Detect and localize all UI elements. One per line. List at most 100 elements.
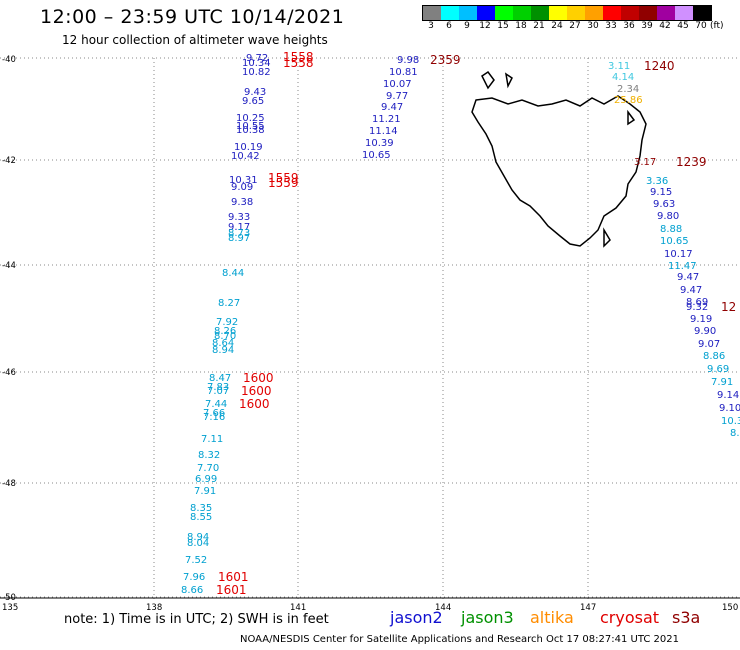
swh-label: 10.31 <box>229 175 258 186</box>
swh-label: 7.96 <box>183 572 205 583</box>
swh-label: 7.70 <box>197 463 219 474</box>
swh-label: 7.11 <box>201 434 223 445</box>
time-label: 1600 <box>239 397 270 411</box>
swh-label: 8.97 <box>228 233 250 244</box>
swh-label: 8.35 <box>190 503 212 514</box>
time-label: 1559 <box>268 171 299 185</box>
legend-swatch <box>675 6 693 20</box>
swh-label: 7.92 <box>216 317 238 328</box>
lat-label: -42 <box>2 156 16 166</box>
swh-label: 7.52 <box>185 555 207 566</box>
legend-label: 21 <box>533 21 545 31</box>
swh-label: 8.64 <box>212 338 234 349</box>
swh-label: 7.91 <box>194 486 216 497</box>
swh-label: 7.16 <box>203 412 225 423</box>
swh-label: 10.38 <box>236 125 265 136</box>
legend-label: 3 <box>428 21 434 31</box>
time-label: 1558 <box>283 56 314 70</box>
swh-label: 8.69 <box>686 297 708 308</box>
swh-label: 9.38 <box>231 197 253 208</box>
map-title: 12:00 – 23:59 UTC 10/14/2021 <box>40 6 345 28</box>
legend-swatch <box>495 6 513 20</box>
swh-label: 8.70 <box>214 331 236 342</box>
swh-label: 3.11 <box>608 61 630 72</box>
swh-label: 8.94 <box>212 345 234 356</box>
swh-label: 8.94 <box>187 532 209 543</box>
swh-label: 8.73 <box>228 228 250 239</box>
legend-swatch <box>477 6 495 20</box>
swh-label: 10.17 <box>664 249 693 260</box>
lon-label: 135 <box>2 603 18 613</box>
swh-label: 9.47 <box>381 102 403 113</box>
swh-label: 9.72 <box>246 53 268 64</box>
legend-label: 6 <box>446 21 452 31</box>
sat-jason2: jason2 <box>390 608 443 627</box>
swh-label: 9.10 <box>719 403 740 414</box>
legend-label: 18 <box>515 21 527 31</box>
swh-label: 9.17 <box>228 222 250 233</box>
swh-label: 8.26 <box>214 326 236 337</box>
swh-label: 10.55 <box>236 121 265 132</box>
legend-label: 36 <box>623 21 635 31</box>
sat-jason3: jason3 <box>461 608 514 627</box>
legend-swatch <box>441 6 459 20</box>
legend-unit: (ft) <box>710 21 724 31</box>
map-subtitle: 12 hour collection of altimeter wave hei… <box>62 33 328 47</box>
time-label: 1600 <box>241 384 272 398</box>
lat-label: -50 <box>2 593 16 603</box>
time-label: 12 <box>721 300 736 314</box>
swh-label: 8.88 <box>660 224 682 235</box>
legend-label: 24 <box>551 21 563 31</box>
swh-label: 9.09 <box>231 182 253 193</box>
swh-label: 9.15 <box>650 187 672 198</box>
legend-swatch <box>585 6 603 20</box>
swh-label: 25.86 <box>614 95 643 106</box>
legend-label: 33 <box>605 21 617 31</box>
sat-altika: altika <box>530 608 574 627</box>
swh-label: 11.21 <box>372 114 401 125</box>
legend-label: 27 <box>569 21 581 31</box>
legend-swatch <box>567 6 585 20</box>
time-label: 1559 <box>268 176 299 190</box>
lat-label: -48 <box>2 479 16 489</box>
legend-swatch <box>603 6 621 20</box>
sat-cryosat: cryosat <box>600 608 660 627</box>
legend-swatch <box>693 6 711 20</box>
footer-credit: NOAA/NESDIS Center for Satellite Applica… <box>240 634 679 645</box>
lon-label: 138 <box>146 603 162 613</box>
swh-label: 9.33 <box>228 212 250 223</box>
swh-label: 10.34 <box>242 58 271 69</box>
swh-label: 7.07 <box>207 386 229 397</box>
swh-label: 9.69 <box>707 364 729 375</box>
swh-label: 9.14 <box>717 390 739 401</box>
legend-label: 15 <box>497 21 509 31</box>
swh-label: 9.19 <box>690 314 712 325</box>
legend-swatch <box>621 6 639 20</box>
tasmania-outline <box>471 70 647 248</box>
legend-swatch <box>423 6 441 20</box>
swh-label: 8.86 <box>703 351 725 362</box>
swh-label: 9.07 <box>698 339 720 350</box>
swh-label: 4.14 <box>612 72 634 83</box>
swh-label: 10.42 <box>231 151 260 162</box>
time-label: 1601 <box>218 570 249 584</box>
legend-swatch <box>657 6 675 20</box>
swh-label: 8.44 <box>222 268 244 279</box>
legend-swatch <box>459 6 477 20</box>
swh-label: 8.04 <box>187 538 209 549</box>
time-label: 1601 <box>216 583 247 597</box>
swh-label: 10.82 <box>242 67 271 78</box>
legend-label: 45 <box>677 21 689 31</box>
swh-label: 9.63 <box>653 199 675 210</box>
legend-label: 9 <box>464 21 470 31</box>
swh-label: 9.65 <box>242 96 264 107</box>
legend-label: 42 <box>659 21 671 31</box>
swh-label: 11.14 <box>369 126 398 137</box>
swh-label: 8. <box>730 428 740 439</box>
legend-label: 70 <box>695 21 707 31</box>
swh-label: 10.25 <box>236 113 265 124</box>
swh-label: 10.39 <box>365 138 394 149</box>
lat-label: -40 <box>2 55 16 65</box>
swh-label: 8.66 <box>181 585 203 596</box>
